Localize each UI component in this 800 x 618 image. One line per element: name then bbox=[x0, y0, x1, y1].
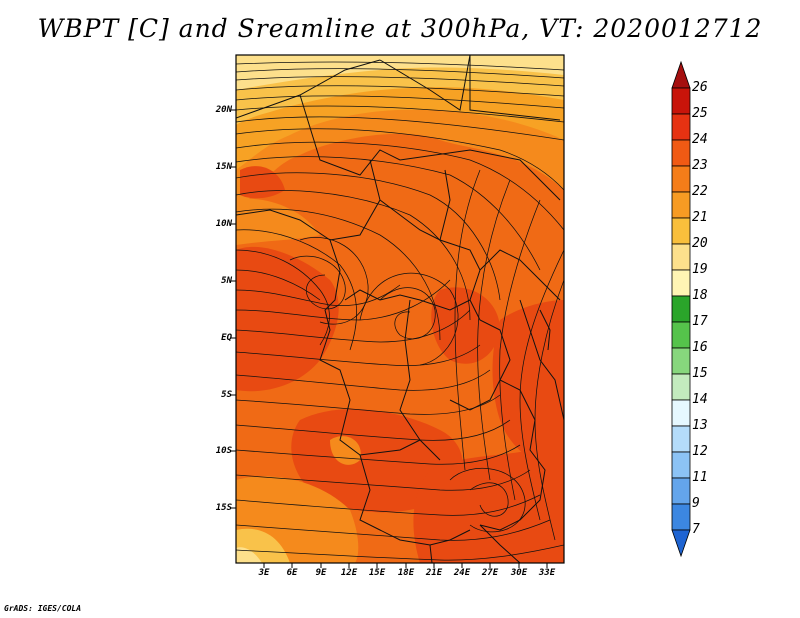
x-label-9e: 9E bbox=[315, 568, 327, 578]
colorbar-segment bbox=[671, 347, 691, 375]
colorbar-label-12: 12 bbox=[692, 444, 708, 459]
colorbar-label-19: 19 bbox=[692, 262, 708, 277]
colorbar-segment bbox=[671, 373, 691, 401]
colorbar-segment bbox=[671, 425, 691, 453]
y-label-15s: 15S bbox=[215, 503, 232, 513]
y-label-10s: 10S bbox=[215, 446, 232, 456]
x-label-24e: 24E bbox=[453, 568, 471, 578]
colorbar-segment bbox=[671, 165, 691, 193]
streamlines bbox=[236, 61, 564, 561]
x-label-15e: 15E bbox=[368, 568, 386, 578]
colorbar-label-20: 20 bbox=[692, 236, 708, 251]
colorbar bbox=[671, 60, 691, 558]
colorbar-segment bbox=[671, 191, 691, 219]
map-frame bbox=[235, 54, 565, 564]
colorbar-segment bbox=[671, 477, 691, 505]
y-label-15n: 15N bbox=[215, 162, 232, 172]
axis-ticks bbox=[231, 109, 548, 568]
colorbar-segment bbox=[671, 87, 691, 115]
colorbar-label-7: 7 bbox=[692, 522, 700, 537]
colorbar-segment bbox=[671, 217, 691, 245]
x-label-21e: 21E bbox=[425, 568, 443, 578]
x-label-6e: 6E bbox=[286, 568, 298, 578]
colorbar-label-14: 14 bbox=[692, 392, 708, 407]
map-title: WBPT [C] and Sreamline at 300hPa, VT: 20… bbox=[37, 14, 763, 43]
colorbar-segment bbox=[671, 113, 691, 141]
colorbar-label-22: 22 bbox=[692, 184, 708, 199]
y-label-5n: 5N bbox=[221, 276, 232, 286]
x-label-33e: 33E bbox=[538, 568, 556, 578]
colorbar-label-23: 23 bbox=[692, 158, 708, 173]
colorbar-label-9: 9 bbox=[692, 496, 700, 511]
colorbar-segment bbox=[671, 321, 691, 349]
colorbar-segment bbox=[671, 139, 691, 167]
colorbar-segment bbox=[671, 269, 691, 297]
colorbar-label-18: 18 bbox=[692, 288, 708, 303]
colorbar-label-25: 25 bbox=[692, 106, 708, 121]
colorbar-label-15: 15 bbox=[692, 366, 708, 381]
x-label-27e: 27E bbox=[481, 568, 499, 578]
colorbar-label-21: 21 bbox=[692, 210, 708, 225]
colorbar-bottom-arrow bbox=[671, 529, 691, 558]
colorbar-label-17: 17 bbox=[692, 314, 708, 329]
colorbar-segment bbox=[671, 451, 691, 479]
colorbar-segment bbox=[671, 295, 691, 323]
y-label-eq: EQ bbox=[221, 333, 232, 343]
wbpt-field bbox=[236, 55, 564, 563]
colorbar-segment bbox=[671, 243, 691, 271]
colorbar-label-26: 26 bbox=[692, 80, 708, 95]
x-label-12e: 12E bbox=[340, 568, 358, 578]
colorbar-segment bbox=[671, 399, 691, 427]
y-label-5s: 5S bbox=[221, 390, 232, 400]
country-borders bbox=[236, 55, 564, 563]
y-label-10n: 10N bbox=[215, 219, 232, 229]
x-label-3e: 3E bbox=[258, 568, 270, 578]
y-label-20n: 20N bbox=[215, 105, 232, 115]
colorbar-label-13: 13 bbox=[692, 418, 708, 433]
footer-credit: GrADS: IGES/COLA bbox=[4, 604, 82, 613]
colorbar-label-24: 24 bbox=[692, 132, 708, 147]
colorbar-label-11: 11 bbox=[692, 470, 708, 485]
colorbar-segment bbox=[671, 503, 691, 531]
x-label-18e: 18E bbox=[397, 568, 415, 578]
colorbar-label-16: 16 bbox=[692, 340, 708, 355]
x-label-30e: 30E bbox=[510, 568, 528, 578]
colorbar-top-arrow bbox=[671, 60, 691, 89]
